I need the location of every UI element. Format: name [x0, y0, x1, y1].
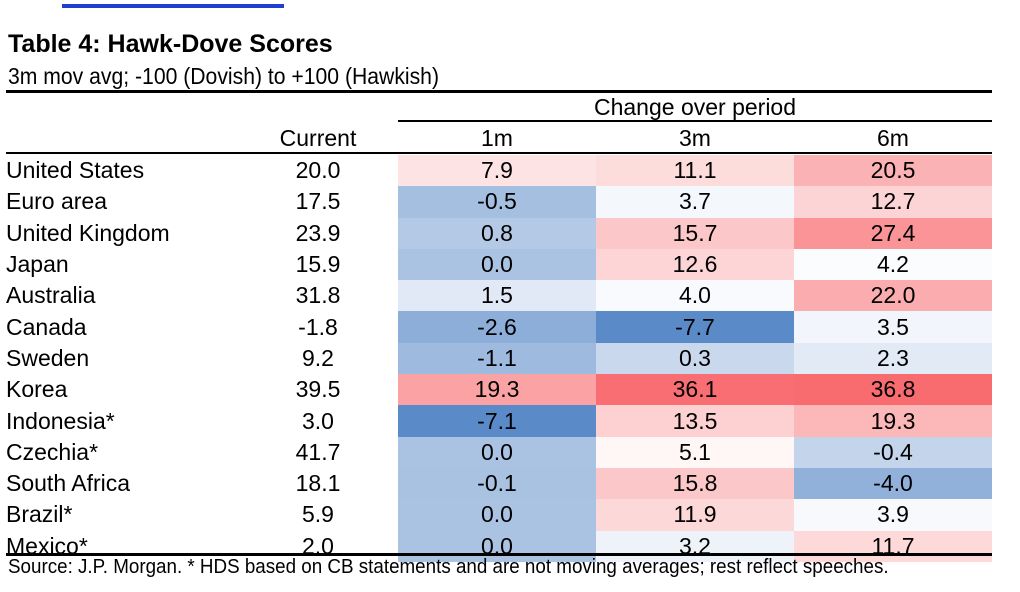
- table-row: Canada -1.8 -2.6 -7.7 3.5: [6, 311, 992, 343]
- table-row: United States 20.0 7.9 11.1 20.5: [6, 155, 992, 187]
- bottom-rule: [6, 553, 992, 556]
- cell-current: 31.8: [295, 282, 341, 309]
- country-cell: Czechia*: [6, 438, 99, 465]
- top-rule: [6, 90, 992, 93]
- country-cell: Euro area: [6, 188, 108, 215]
- country-cell: South Africa: [6, 470, 131, 497]
- table-row: Euro area 17.5 -0.5 3.7 12.7: [6, 186, 992, 218]
- cell-m6: 19.3: [794, 405, 992, 437]
- cell-m1: 0.0: [398, 248, 596, 281]
- country-cell: Japan: [6, 251, 69, 278]
- cell-m3: 11.9: [596, 499, 794, 531]
- cell-m3: 0.3: [596, 342, 794, 375]
- table-row: Czechia* 41.7 0.0 5.1 -0.4: [6, 436, 992, 468]
- cell-m3: 15.8: [596, 467, 794, 500]
- cell-m1: 0.0: [398, 499, 596, 531]
- cell-m3: 4.0: [596, 280, 794, 312]
- cell-m6: 4.2: [794, 248, 992, 281]
- cell-m3: 3.2: [596, 530, 794, 562]
- cell-m1: -7.1: [398, 405, 596, 437]
- source-note: Source: J.P. Morgan. * HDS based on CB s…: [8, 556, 889, 578]
- cell-m1: -2.6: [398, 311, 596, 343]
- cell-m6: -4.0: [794, 467, 992, 500]
- column-header-current: Current: [279, 125, 357, 151]
- group-header-rule: [398, 120, 992, 122]
- table-title: Table 4: Hawk-Dove Scores: [8, 30, 333, 58]
- country-cell: United Kingdom: [6, 219, 170, 246]
- table-row: United Kingdom 23.9 0.8 15.7 27.4: [6, 217, 992, 249]
- cell-current: 15.9: [295, 251, 341, 278]
- cell-current: 23.9: [295, 219, 341, 246]
- cell-m1: -0.1: [398, 467, 596, 500]
- country-cell: United States: [6, 157, 145, 184]
- table-row: Indonesia* 3.0 -7.1 13.5 19.3: [6, 405, 992, 437]
- cell-m3: 11.1: [596, 155, 794, 187]
- cell-current: 39.5: [295, 376, 341, 403]
- hawk-dove-table: United States 20.0 7.9 11.1 20.5 Euro area 17.…: [6, 155, 992, 562]
- table-row: South Africa 18.1 -0.1 15.8 -4.0: [6, 467, 992, 500]
- cell-m3: 15.7: [596, 217, 794, 249]
- cell-m6: 3.9: [794, 499, 992, 531]
- cell-current: 18.1: [295, 470, 341, 497]
- cell-m1: 7.9: [398, 155, 596, 187]
- country-cell: Australia: [6, 282, 96, 309]
- group-header: Change over period: [593, 94, 797, 120]
- cell-m3: 5.1: [596, 436, 794, 468]
- cell-m6: 20.5: [794, 155, 992, 187]
- cell-m1: 0.0: [398, 436, 596, 468]
- cell-m1: 1.5: [398, 280, 596, 312]
- cell-m3: 3.7: [596, 186, 794, 218]
- cell-m1: 19.3: [398, 374, 596, 406]
- table-row: Japan 15.9 0.0 12.6 4.2: [6, 248, 992, 281]
- cell-m6: 2.3: [794, 342, 992, 375]
- country-cell: Canada: [6, 313, 87, 340]
- cell-current: 5.9: [302, 501, 334, 528]
- table-row: Australia 31.8 1.5 4.0 22.0: [6, 280, 992, 312]
- country-cell: Korea: [6, 376, 68, 403]
- hyperlink-underline[interactable]: [62, 0, 284, 8]
- cell-m3: 12.6: [596, 248, 794, 281]
- cell-m3: 36.1: [596, 374, 794, 406]
- cell-current: 17.5: [295, 188, 341, 215]
- country-cell: Indonesia*: [6, 407, 115, 434]
- cell-m1: -1.1: [398, 342, 596, 375]
- cell-current: 20.0: [295, 157, 341, 184]
- country-cell: Sweden: [6, 344, 90, 371]
- cell-m1: -0.5: [398, 186, 596, 218]
- cell-m6: -0.4: [794, 436, 992, 468]
- table-row: Korea 39.5 19.3 36.1 36.8: [6, 374, 992, 406]
- cell-m3: -7.7: [596, 311, 794, 343]
- table-row: Brazil* 5.9 0.0 11.9 3.9: [6, 499, 992, 531]
- cell-m6: 22.0: [794, 280, 992, 312]
- cell-current: 9.2: [302, 344, 334, 371]
- country-cell: Brazil*: [6, 501, 73, 528]
- header-rule: [6, 152, 992, 154]
- column-header-3m: 3m: [679, 125, 711, 151]
- cell-current: -1.8: [298, 313, 338, 340]
- cell-m6: 27.4: [794, 217, 992, 249]
- column-header-1m: 1m: [481, 125, 513, 151]
- table-subtitle: 3m mov avg; -100 (Dovish) to +100 (Hawki…: [8, 63, 440, 89]
- cell-m3: 13.5: [596, 405, 794, 437]
- cell-m6: 36.8: [794, 374, 992, 406]
- cell-m1: 0.8: [398, 217, 596, 249]
- cell-m6: 12.7: [794, 186, 992, 218]
- table-row: Sweden 9.2 -1.1 0.3 2.3: [6, 342, 992, 375]
- column-header-6m: 6m: [877, 125, 909, 151]
- cell-current: 3.0: [302, 407, 334, 434]
- cell-m1: 0.0: [398, 530, 596, 562]
- cell-m6: 3.5: [794, 311, 992, 343]
- previous-text-fragment: [0, 0, 1020, 18]
- cell-current: 41.7: [295, 438, 341, 465]
